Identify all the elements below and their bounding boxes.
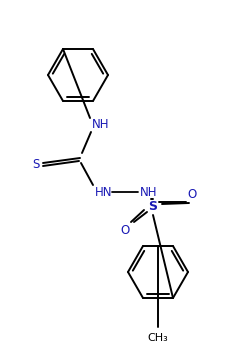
Text: HN: HN [95,186,113,199]
Text: NH: NH [140,186,158,199]
Text: S: S [32,158,39,171]
Text: S: S [148,201,158,214]
Text: O: O [121,224,130,237]
Text: CH₃: CH₃ [148,333,168,343]
Text: O: O [187,188,196,201]
Text: NH: NH [92,119,109,132]
